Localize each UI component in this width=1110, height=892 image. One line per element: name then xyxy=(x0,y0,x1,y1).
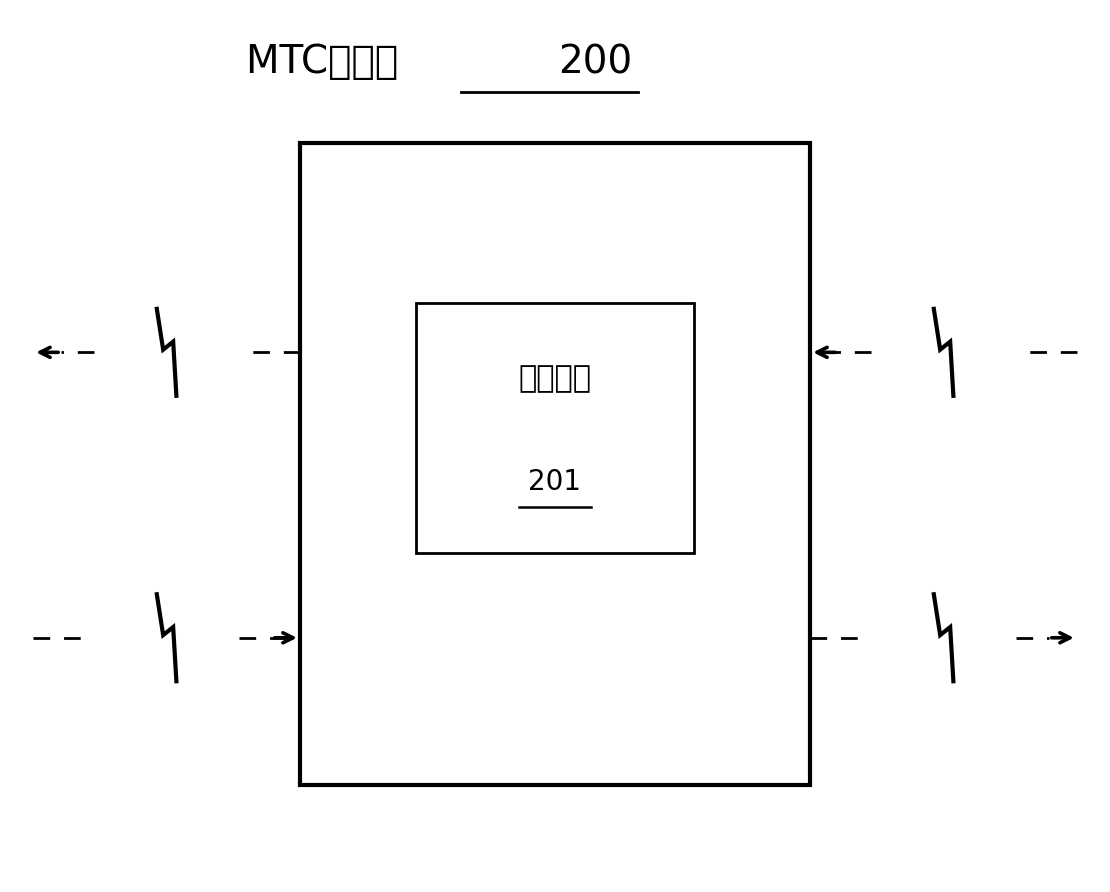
Text: 200: 200 xyxy=(558,44,633,81)
Text: 201: 201 xyxy=(528,467,582,496)
Text: 通知装置: 通知装置 xyxy=(518,365,592,393)
Text: MTC服务器: MTC服务器 xyxy=(246,44,411,81)
Bar xyxy=(300,143,810,785)
Bar xyxy=(416,303,694,553)
